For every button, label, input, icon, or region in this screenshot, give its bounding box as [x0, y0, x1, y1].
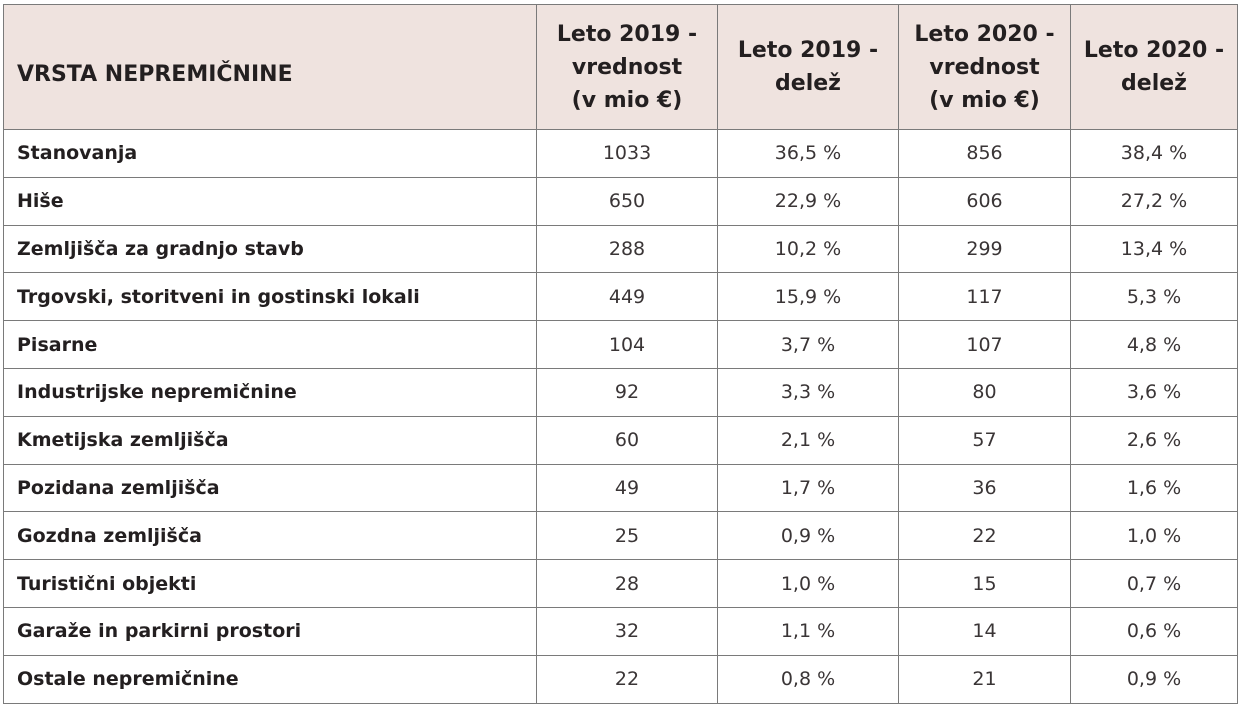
- table-row: Gozdna zemljišča 25 0,9 % 22 1,0 %: [3, 511, 1238, 561]
- share-2019-cell: 10,2 %: [717, 224, 899, 274]
- share-2019-cell: 3,7 %: [717, 320, 899, 369]
- share-2020-cell: 1,6 %: [1070, 463, 1238, 513]
- table-container: VRSTA NEPREMIČNINE Leto 2019 - vrednost …: [3, 4, 1238, 704]
- value-2020-cell: 21: [898, 654, 1071, 704]
- property-type-cell: Ostale nepremičnine: [3, 654, 537, 704]
- share-2019-cell: 0,8 %: [717, 654, 899, 704]
- header-row: VRSTA NEPREMIČNINE Leto 2019 - vrednost …: [3, 4, 1238, 130]
- table-row: Stanovanja 1033 36,5 % 856 38,4 %: [3, 129, 1238, 178]
- share-2020-cell: 0,6 %: [1070, 606, 1238, 656]
- value-2020-cell: 117: [898, 272, 1071, 322]
- share-2019-cell: 1,0 %: [717, 559, 899, 608]
- value-2019-cell: 49: [536, 463, 718, 513]
- property-type-cell: Kmetijska zemljišča: [3, 415, 537, 465]
- value-2020-cell: 36: [898, 463, 1071, 513]
- value-2019-cell: 650: [536, 176, 718, 226]
- value-2020-cell: 856: [898, 129, 1071, 178]
- column-header-2019-share: Leto 2019 - delež: [717, 4, 899, 130]
- share-2020-cell: 2,6 %: [1070, 415, 1238, 465]
- column-header-property-type: VRSTA NEPREMIČNINE: [3, 4, 537, 130]
- table-row: Garaže in parkirni prostori 32 1,1 % 14 0,6 …: [3, 606, 1238, 656]
- column-header-2020-share: Leto 2020 - delež: [1070, 4, 1238, 130]
- value-2020-cell: 57: [898, 415, 1071, 465]
- property-type-cell: Trgovski, storitveni in gostinski lokali: [3, 272, 537, 322]
- share-2019-cell: 0,9 %: [717, 511, 899, 561]
- property-type-cell: Zemljišča za gradnjo stavb: [3, 224, 537, 274]
- property-type-cell: Turistični objekti: [3, 559, 537, 608]
- property-type-cell: Gozdna zemljišča: [3, 511, 537, 561]
- share-2020-cell: 38,4 %: [1070, 129, 1238, 178]
- value-2019-cell: 449: [536, 272, 718, 322]
- share-2020-cell: 0,7 %: [1070, 559, 1238, 608]
- table-row: Ostale nepremičnine 22 0,8 % 21 0,9 %: [3, 654, 1238, 704]
- share-2020-cell: 4,8 %: [1070, 320, 1238, 369]
- property-type-cell: Pozidana zemljišča: [3, 463, 537, 513]
- table-row: Pozidana zemljišča 49 1,7 % 36 1,6 %: [3, 463, 1238, 513]
- share-2020-cell: 0,9 %: [1070, 654, 1238, 704]
- table-header: VRSTA NEPREMIČNINE Leto 2019 - vrednost …: [3, 4, 1238, 130]
- share-2020-cell: 3,6 %: [1070, 367, 1238, 417]
- value-2020-cell: 606: [898, 176, 1071, 226]
- share-2019-cell: 22,9 %: [717, 176, 899, 226]
- table-row: Hiše 650 22,9 % 606 27,2 %: [3, 176, 1238, 226]
- real-estate-table: VRSTA NEPREMIČNINE Leto 2019 - vrednost …: [3, 4, 1238, 704]
- value-2019-cell: 92: [536, 367, 718, 417]
- column-header-2019-value: Leto 2019 - vrednost (v mio €): [536, 4, 718, 130]
- value-2020-cell: 15: [898, 559, 1071, 608]
- value-2019-cell: 288: [536, 224, 718, 274]
- property-type-cell: Garaže in parkirni prostori: [3, 606, 537, 656]
- value-2019-cell: 104: [536, 320, 718, 369]
- share-2020-cell: 27,2 %: [1070, 176, 1238, 226]
- value-2019-cell: 32: [536, 606, 718, 656]
- share-2019-cell: 1,1 %: [717, 606, 899, 656]
- property-type-cell: Stanovanja: [3, 129, 537, 178]
- share-2019-cell: 3,3 %: [717, 367, 899, 417]
- share-2020-cell: 13,4 %: [1070, 224, 1238, 274]
- value-2019-cell: 22: [536, 654, 718, 704]
- property-type-cell: Pisarne: [3, 320, 537, 369]
- value-2020-cell: 107: [898, 320, 1071, 369]
- table-row: Turistični objekti 28 1,0 % 15 0,7 %: [3, 559, 1238, 608]
- share-2019-cell: 36,5 %: [717, 129, 899, 178]
- table-body: Stanovanja 1033 36,5 % 856 38,4 % Hiše 650 22,9…: [3, 129, 1238, 704]
- table-row: Zemljišča za gradnjo stavb 288 10,2 % 299 13…: [3, 224, 1238, 274]
- property-type-cell: Industrijske nepremičnine: [3, 367, 537, 417]
- share-2020-cell: 1,0 %: [1070, 511, 1238, 561]
- value-2019-cell: 25: [536, 511, 718, 561]
- property-type-cell: Hiše: [3, 176, 537, 226]
- value-2020-cell: 299: [898, 224, 1071, 274]
- value-2019-cell: 1033: [536, 129, 718, 178]
- value-2019-cell: 28: [536, 559, 718, 608]
- share-2019-cell: 15,9 %: [717, 272, 899, 322]
- table-row: Pisarne 104 3,7 % 107 4,8 %: [3, 320, 1238, 369]
- table-row: Trgovski, storitveni in gostinski lokali…: [3, 272, 1238, 322]
- value-2020-cell: 80: [898, 367, 1071, 417]
- share-2020-cell: 5,3 %: [1070, 272, 1238, 322]
- value-2020-cell: 14: [898, 606, 1071, 656]
- value-2019-cell: 60: [536, 415, 718, 465]
- value-2020-cell: 22: [898, 511, 1071, 561]
- share-2019-cell: 2,1 %: [717, 415, 899, 465]
- table-row: Kmetijska zemljišča 60 2,1 % 57 2,6 %: [3, 415, 1238, 465]
- share-2019-cell: 1,7 %: [717, 463, 899, 513]
- table-row: Industrijske nepremičnine 92 3,3 % 80 3,6 %: [3, 367, 1238, 417]
- column-header-2020-value: Leto 2020 - vrednost (v mio €): [898, 4, 1071, 130]
